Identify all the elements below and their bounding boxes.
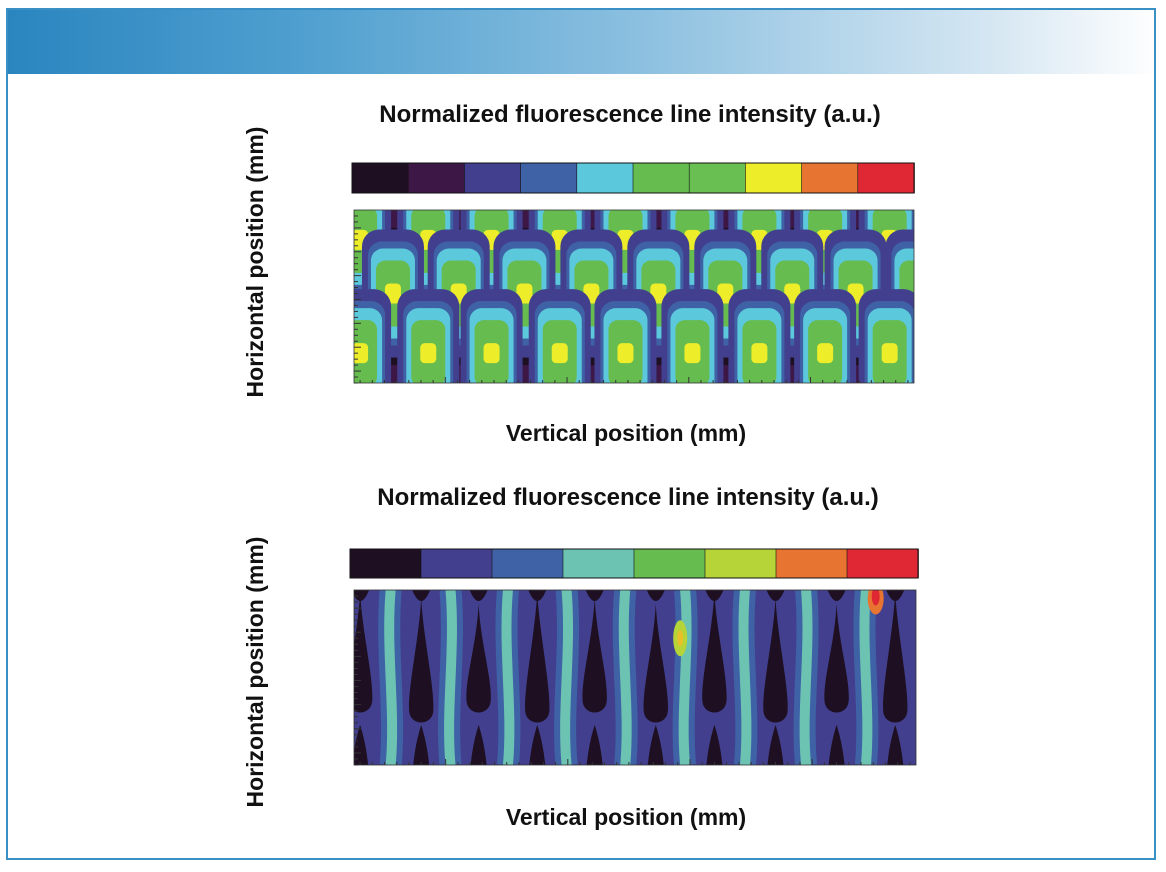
- colorbar-segment: [688, 162, 747, 194]
- panel-1-colorbar: [351, 162, 915, 194]
- panel-1: Normalized fluorescence line intensity (…: [242, 101, 915, 446]
- colorbar-segment: [745, 162, 803, 194]
- intensity-line: [560, 590, 574, 765]
- dark-streak-lower: [529, 725, 546, 765]
- colorbar-segment: [857, 162, 915, 194]
- dark-streak-lower: [586, 725, 603, 765]
- colorbar-segment: [407, 162, 466, 194]
- colorbar-segment: [801, 162, 859, 194]
- colorbar-border: [349, 548, 919, 579]
- panel-1-ylabel: Horizontal position (mm): [242, 127, 268, 398]
- dark-streak: [883, 592, 908, 723]
- intensity-spot-contour: [420, 343, 437, 364]
- hotspot-core: [871, 590, 880, 606]
- dark-streak: [824, 604, 849, 713]
- colorbar-segment: [491, 548, 564, 579]
- panel-1-heatmap: [354, 210, 914, 383]
- plot-border: [353, 209, 915, 384]
- dark-streak: [763, 598, 788, 723]
- intensity-spot-contour: [751, 343, 768, 364]
- colorbar-border: [351, 162, 915, 194]
- panel-2-heatmap: [354, 590, 908, 765]
- intensity-line: [678, 590, 692, 765]
- panel-2-colorbar: [349, 548, 919, 579]
- dark-cap: [354, 590, 370, 601]
- dark-cap: [646, 590, 665, 601]
- header-banner: [6, 8, 1160, 74]
- hotspot-core: [677, 630, 684, 647]
- panel-1-xlabel: Vertical position (mm): [506, 420, 746, 446]
- intensity-line: [859, 590, 873, 765]
- dark-streak: [582, 598, 607, 713]
- panel-1-title: Normalized fluorescence line intensity (…: [379, 101, 880, 128]
- colorbar-segment: [420, 548, 493, 579]
- dark-cap: [412, 590, 431, 601]
- intensity-spot-contour: [354, 343, 369, 364]
- dark-streak: [702, 592, 727, 713]
- intensity-spot-contour: [483, 343, 500, 364]
- figure-frame: [6, 8, 1156, 860]
- panel-2: Normalized fluorescence line intensity (…: [242, 484, 919, 830]
- dark-streak-lower: [470, 725, 487, 765]
- intensity-spot-contour: [684, 343, 701, 364]
- colorbar-segment: [351, 162, 410, 194]
- colorbar-segment: [846, 548, 919, 579]
- intensity-line: [618, 590, 632, 765]
- intensity-line: [799, 590, 813, 765]
- dark-streak: [525, 592, 550, 723]
- intensity-spot-contour: [551, 343, 568, 364]
- dark-streak-lower: [828, 725, 845, 765]
- colorbar-segment: [464, 162, 522, 194]
- dark-streak: [354, 592, 373, 713]
- intensity-line: [384, 590, 398, 765]
- panel-2-title: Normalized fluorescence line intensity (…: [377, 484, 878, 511]
- colorbar-segment: [576, 162, 634, 194]
- intensity-spot-contour: [881, 343, 898, 364]
- dark-streak-lower: [887, 725, 904, 765]
- colorbar-segment: [632, 162, 691, 194]
- dark-cap: [827, 590, 846, 601]
- dark-cap: [469, 590, 488, 601]
- dark-streak-lower: [767, 725, 784, 765]
- intensity-line: [444, 590, 457, 765]
- dark-cap: [585, 590, 604, 601]
- intensity-line: [738, 590, 752, 765]
- colorbar-segment: [633, 548, 706, 579]
- colorbar-segment: [704, 548, 777, 579]
- intensity-spot-contour: [817, 343, 834, 364]
- dark-streak: [466, 604, 491, 713]
- colorbar-segment: [562, 548, 635, 579]
- intensity-spot-contour: [617, 343, 634, 364]
- dark-streak-lower: [706, 725, 723, 765]
- dark-cap: [766, 590, 785, 601]
- dark-cap: [705, 590, 724, 601]
- plot-border: [353, 589, 917, 766]
- dark-cap: [528, 590, 547, 601]
- dark-cap: [886, 590, 905, 601]
- dark-streak: [408, 598, 434, 723]
- dark-streak-lower: [413, 725, 430, 765]
- intensity-line: [501, 590, 515, 765]
- panel-2-axes: [353, 589, 917, 766]
- panel-1-axes: [353, 209, 915, 384]
- colorbar-segment: [775, 548, 848, 579]
- panel-2-xlabel: Vertical position (mm): [506, 804, 746, 830]
- panel-2-ylabel: Horizontal position (mm): [242, 537, 268, 808]
- dark-streak: [643, 604, 668, 723]
- colorbar-segment: [520, 162, 578, 194]
- colorbar-segment: [349, 548, 422, 579]
- dark-streak-lower: [647, 725, 664, 765]
